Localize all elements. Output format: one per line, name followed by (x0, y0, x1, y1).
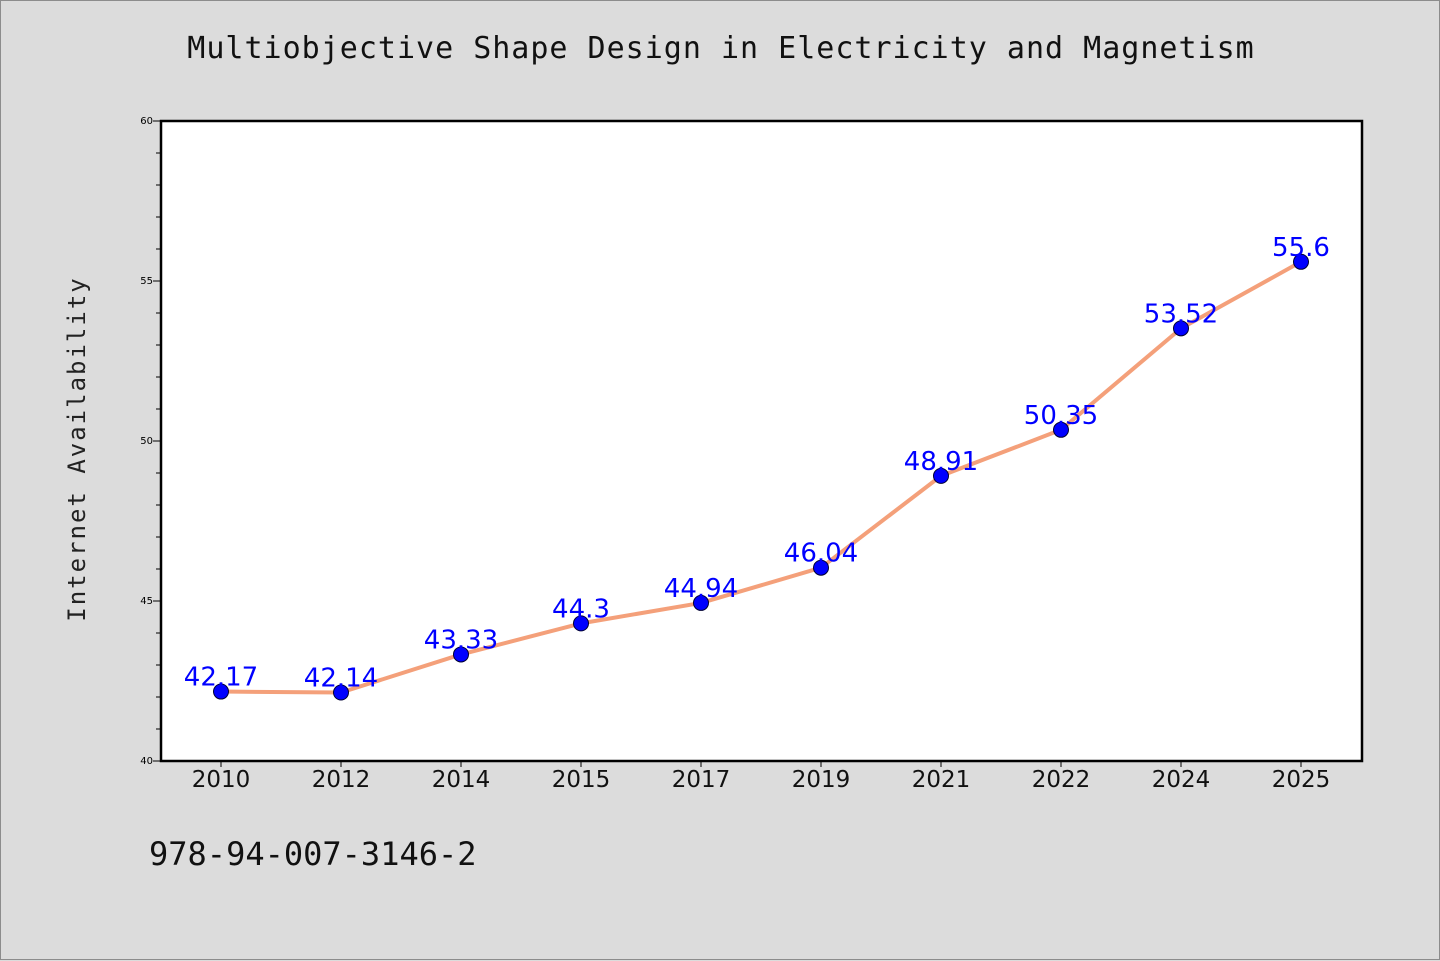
data-label: 42.14 (304, 664, 378, 694)
data-point (693, 594, 709, 611)
x-tick-label: 2012 (312, 767, 371, 793)
x-tick-label: 2022 (1032, 767, 1091, 793)
plot-frame (159, 119, 1364, 763)
x-tick-label: 2017 (672, 767, 731, 793)
data-label: 53.52 (1144, 299, 1218, 329)
x-tick-label: 2014 (432, 767, 491, 793)
y-tick-label: 40 (140, 756, 153, 767)
data-point (213, 683, 229, 700)
x-tick-label: 2010 (192, 767, 251, 793)
data-point (813, 559, 829, 576)
data-point (1053, 421, 1069, 438)
x-tick-label: 2019 (792, 767, 851, 793)
data-point (1173, 320, 1189, 337)
y-tick-label: 50 (140, 436, 153, 447)
x-tick-label: 2025 (1272, 767, 1331, 793)
x-tick-label: 2015 (552, 767, 611, 793)
data-point (933, 467, 949, 484)
data-label: 50.35 (1024, 401, 1098, 431)
data-label: 55.6 (1272, 233, 1330, 263)
data-label: 42.17 (184, 663, 258, 693)
data-label: 46.04 (784, 539, 858, 569)
data-point (333, 684, 349, 701)
y-tick-label: 55 (140, 276, 153, 287)
data-label: 43.33 (424, 625, 498, 655)
chart-title: Multiobjective Shape Design in Electrici… (187, 31, 1255, 66)
data-point (453, 646, 469, 663)
footer-code: 978-94-007-3146-2 (149, 835, 477, 873)
data-point (1293, 253, 1309, 270)
x-tick-label: 2021 (912, 767, 971, 793)
series-line (219, 259, 1303, 695)
y-tick-label: 60 (140, 116, 153, 127)
y-tick-label: 45 (140, 596, 153, 607)
data-point (573, 615, 589, 632)
data-label: 48.91 (904, 447, 978, 477)
data-label: 44.3 (552, 594, 610, 624)
x-tick-label: 2024 (1152, 767, 1211, 793)
data-label: 44.94 (664, 574, 738, 604)
